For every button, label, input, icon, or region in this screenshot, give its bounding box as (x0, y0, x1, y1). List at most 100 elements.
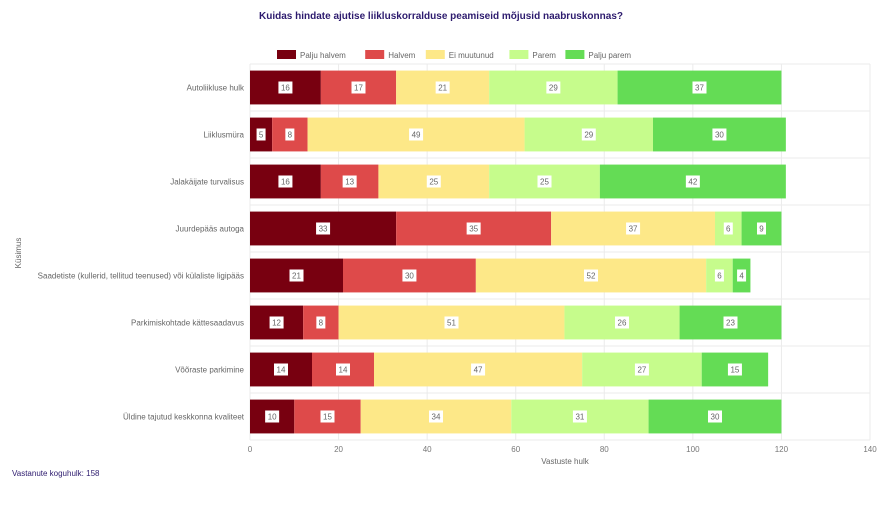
data-label: 6 (726, 225, 731, 234)
data-label-bg (435, 81, 450, 94)
data-label-bg (342, 175, 357, 188)
data-label: 47 (474, 366, 483, 375)
data-label: 10 (268, 413, 277, 422)
data-label: 21 (438, 84, 447, 93)
data-label: 23 (726, 319, 735, 328)
x-axis-label: Vastuste hulk (541, 457, 589, 466)
data-label: 6 (717, 272, 722, 281)
data-label-bg (685, 175, 700, 188)
data-label-bg (429, 410, 443, 423)
data-label-bg (626, 222, 641, 235)
data-label-bg (712, 128, 727, 141)
category-label: Liiklusmüra (204, 131, 245, 140)
data-label-bg (708, 410, 722, 423)
legend-label[interactable]: Palju parem (588, 51, 631, 60)
data-label-bg (634, 363, 649, 376)
legend-label[interactable]: Ei muutunud (449, 51, 494, 60)
data-label: 33 (319, 225, 328, 234)
data-label-bg (546, 81, 561, 94)
x-tick-label: 140 (863, 445, 877, 454)
data-label: 14 (277, 366, 286, 375)
data-label-bg (757, 222, 766, 235)
legend-swatch[interactable] (277, 50, 296, 59)
data-label: 17 (354, 84, 363, 93)
data-label: 51 (447, 319, 456, 328)
data-label-bg (274, 363, 288, 376)
data-label: 35 (469, 225, 478, 234)
data-label-bg (256, 128, 266, 141)
data-label-bg (278, 81, 293, 94)
legend-swatch[interactable] (365, 50, 385, 59)
data-label: 14 (339, 366, 348, 375)
data-label: 9 (759, 225, 764, 234)
data-label-bg (269, 316, 284, 329)
data-label: 30 (405, 272, 414, 281)
x-tick-label: 120 (775, 445, 789, 454)
legend-label[interactable]: Halvem (388, 51, 415, 60)
legend-label[interactable]: Palju halvem (300, 51, 346, 60)
data-label-bg (615, 316, 629, 329)
data-label: 16 (281, 84, 290, 93)
data-label: 26 (618, 319, 627, 328)
data-label-bg (316, 316, 326, 329)
total-respondents: Vastanute koguhulk: 158 (12, 469, 100, 478)
chart-title: Kuidas hindate ajutise liikluskorralduse… (259, 11, 623, 22)
category-label: Saadetiste (kullerid, tellitud teenused)… (38, 272, 244, 281)
category-label: Jalakäijate turvalisus (170, 178, 244, 187)
x-tick-label: 60 (511, 445, 520, 454)
legend-swatch[interactable] (565, 50, 585, 59)
legend-swatch[interactable] (509, 50, 529, 59)
data-label: 25 (429, 178, 438, 187)
x-tick-label: 20 (334, 445, 343, 454)
x-tick-label: 80 (600, 445, 609, 454)
legend-label[interactable]: Parem (532, 51, 556, 60)
data-label: 8 (319, 319, 324, 328)
data-label: 27 (637, 366, 646, 375)
data-label: 5 (259, 131, 264, 140)
data-label: 25 (540, 178, 549, 187)
data-label-bg (289, 269, 304, 282)
legend-swatch[interactable] (425, 50, 445, 59)
data-label: 30 (711, 413, 720, 422)
data-label-bg (320, 410, 335, 423)
data-label-bg (723, 222, 733, 235)
data-label-bg (714, 269, 724, 282)
data-label: 52 (587, 272, 596, 281)
data-label-bg (727, 363, 742, 376)
data-label: 21 (292, 272, 301, 281)
data-label-bg (572, 410, 587, 423)
data-label: 30 (715, 131, 724, 140)
data-label-bg (402, 269, 417, 282)
data-label: 8 (288, 131, 293, 140)
data-label-bg (265, 410, 280, 423)
category-label: Juurdepääs autoga (176, 225, 245, 234)
data-label: 37 (629, 225, 638, 234)
data-label: 29 (549, 84, 558, 93)
data-label-bg (336, 363, 350, 376)
data-label-bg (692, 81, 707, 94)
data-label: 16 (281, 178, 290, 187)
data-label-bg (537, 175, 552, 188)
category-label: Parkimiskohtade kättesaadavus (131, 319, 244, 328)
x-tick-label: 40 (423, 445, 432, 454)
x-axis-ticks: 0 20 40 60 80 100 120 140 (248, 445, 877, 454)
legend[interactable]: Palju halvem Halvem Ei muutunud Parem Palju … (277, 50, 631, 60)
data-label: 42 (688, 178, 697, 187)
data-label: 4 (739, 272, 744, 281)
category-label: Autoliikluse hulk (187, 84, 245, 93)
y-axis-categories: Autoliikluse hulk Liiklusmüra Jalakäijate … (38, 84, 245, 422)
data-label: 37 (695, 84, 704, 93)
data-label-bg (351, 81, 366, 94)
data-labels: 16 17 21 29 37 5 8 49 29 30 16 13 25 25 42 33 35 37 6 9 21 30… (256, 81, 766, 423)
data-label-bg (737, 269, 747, 282)
data-label-bg (316, 222, 331, 235)
data-label: 34 (432, 413, 441, 422)
data-label-bg (444, 316, 459, 329)
data-label-bg (581, 128, 596, 141)
data-label-bg (285, 128, 295, 141)
data-label: 49 (412, 131, 421, 140)
x-tick-label: 0 (248, 445, 253, 454)
category-label: Üldine tajutud keskkonna kvaliteet (123, 413, 245, 422)
y-axis-label: Küsimus (14, 238, 23, 269)
